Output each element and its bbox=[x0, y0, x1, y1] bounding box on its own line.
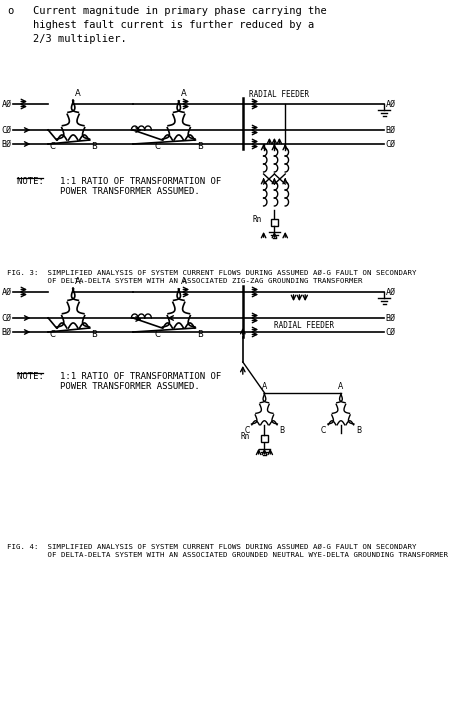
Text: A: A bbox=[338, 382, 344, 391]
Text: AØ: AØ bbox=[386, 288, 396, 296]
Text: CØ: CØ bbox=[386, 140, 396, 149]
Text: B: B bbox=[91, 330, 97, 339]
Text: BØ: BØ bbox=[386, 125, 396, 135]
Bar bbox=[261, 435, 268, 442]
Text: C: C bbox=[244, 426, 249, 435]
Text: A: A bbox=[75, 89, 81, 98]
Text: B: B bbox=[197, 330, 203, 339]
Text: CØ: CØ bbox=[2, 125, 12, 135]
Text: BØ: BØ bbox=[2, 140, 12, 149]
Text: C: C bbox=[49, 142, 55, 151]
Text: Rn: Rn bbox=[240, 432, 249, 441]
Text: B: B bbox=[91, 142, 97, 151]
Text: B: B bbox=[356, 426, 361, 435]
Text: BØ: BØ bbox=[2, 328, 12, 337]
Text: C: C bbox=[155, 142, 161, 151]
Text: A: A bbox=[181, 89, 186, 98]
Text: C: C bbox=[49, 330, 55, 339]
Text: FIG. 4:  SIMPLIFIED ANALYSIS OF SYSTEM CURRENT FLOWS DURING ASSUMED AØ-G FAULT O: FIG. 4: SIMPLIFIED ANALYSIS OF SYSTEM CU… bbox=[7, 544, 447, 558]
Text: B: B bbox=[279, 426, 284, 435]
Text: RADIAL FEEDER: RADIAL FEEDER bbox=[249, 90, 310, 99]
Text: BØ: BØ bbox=[386, 313, 396, 323]
Text: A: A bbox=[181, 277, 186, 286]
Text: B: B bbox=[197, 142, 203, 151]
Bar bbox=[271, 219, 278, 226]
Text: AØ: AØ bbox=[2, 100, 12, 108]
Text: AØ: AØ bbox=[2, 288, 12, 296]
Text: AØ: AØ bbox=[386, 100, 396, 108]
Text: C: C bbox=[321, 426, 326, 435]
Text: C: C bbox=[155, 330, 161, 339]
Text: RADIAL FEEDER: RADIAL FEEDER bbox=[274, 321, 335, 330]
Text: Rn: Rn bbox=[253, 216, 262, 224]
Text: NOTE:   1:1 RATIO OF TRANSFORMATION OF
        POWER TRANSFORMER ASSUMED.: NOTE: 1:1 RATIO OF TRANSFORMATION OF POW… bbox=[17, 177, 221, 197]
Text: A: A bbox=[75, 277, 81, 286]
Text: FIG. 3:  SIMPLIFIED ANALYSIS OF SYSTEM CURRENT FLOWS DURING ASSUMED AØ-G FAULT O: FIG. 3: SIMPLIFIED ANALYSIS OF SYSTEM CU… bbox=[7, 270, 416, 284]
Text: NOTE:   1:1 RATIO OF TRANSFORMATION OF
        POWER TRANSFORMER ASSUMED.: NOTE: 1:1 RATIO OF TRANSFORMATION OF POW… bbox=[17, 372, 221, 392]
Text: CØ: CØ bbox=[386, 328, 396, 337]
Text: A: A bbox=[262, 382, 267, 391]
Text: CØ: CØ bbox=[2, 313, 12, 323]
Text: o   Current magnitude in primary phase carrying the
    highest fault current is: o Current magnitude in primary phase car… bbox=[9, 6, 327, 44]
